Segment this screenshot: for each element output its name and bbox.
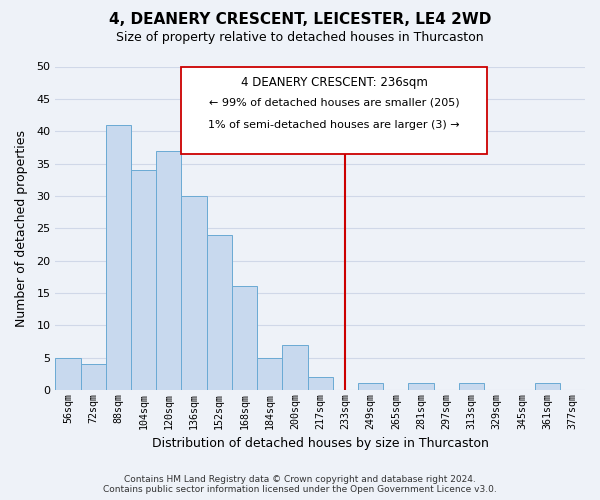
Bar — [181, 196, 206, 390]
Bar — [308, 377, 333, 390]
X-axis label: Distribution of detached houses by size in Thurcaston: Distribution of detached houses by size … — [152, 437, 488, 450]
Bar — [232, 286, 257, 390]
Bar — [358, 384, 383, 390]
Bar — [80, 364, 106, 390]
Text: 4 DEANERY CRESCENT: 236sqm: 4 DEANERY CRESCENT: 236sqm — [241, 76, 427, 88]
Bar — [409, 384, 434, 390]
Text: 4, DEANERY CRESCENT, LEICESTER, LE4 2WD: 4, DEANERY CRESCENT, LEICESTER, LE4 2WD — [109, 12, 491, 28]
Bar — [459, 384, 484, 390]
Bar — [156, 150, 181, 390]
Bar — [257, 358, 283, 390]
Text: Size of property relative to detached houses in Thurcaston: Size of property relative to detached ho… — [116, 31, 484, 44]
Bar — [283, 344, 308, 390]
FancyBboxPatch shape — [181, 66, 487, 154]
Text: 1% of semi-detached houses are larger (3) →: 1% of semi-detached houses are larger (3… — [208, 120, 460, 130]
Text: Contains HM Land Registry data © Crown copyright and database right 2024.: Contains HM Land Registry data © Crown c… — [124, 475, 476, 484]
Bar — [535, 384, 560, 390]
Bar — [106, 124, 131, 390]
Text: Contains public sector information licensed under the Open Government Licence v3: Contains public sector information licen… — [103, 485, 497, 494]
Bar — [55, 358, 80, 390]
Bar — [131, 170, 156, 390]
Text: ← 99% of detached houses are smaller (205): ← 99% of detached houses are smaller (20… — [209, 98, 460, 108]
Y-axis label: Number of detached properties: Number of detached properties — [15, 130, 28, 326]
Bar — [206, 234, 232, 390]
